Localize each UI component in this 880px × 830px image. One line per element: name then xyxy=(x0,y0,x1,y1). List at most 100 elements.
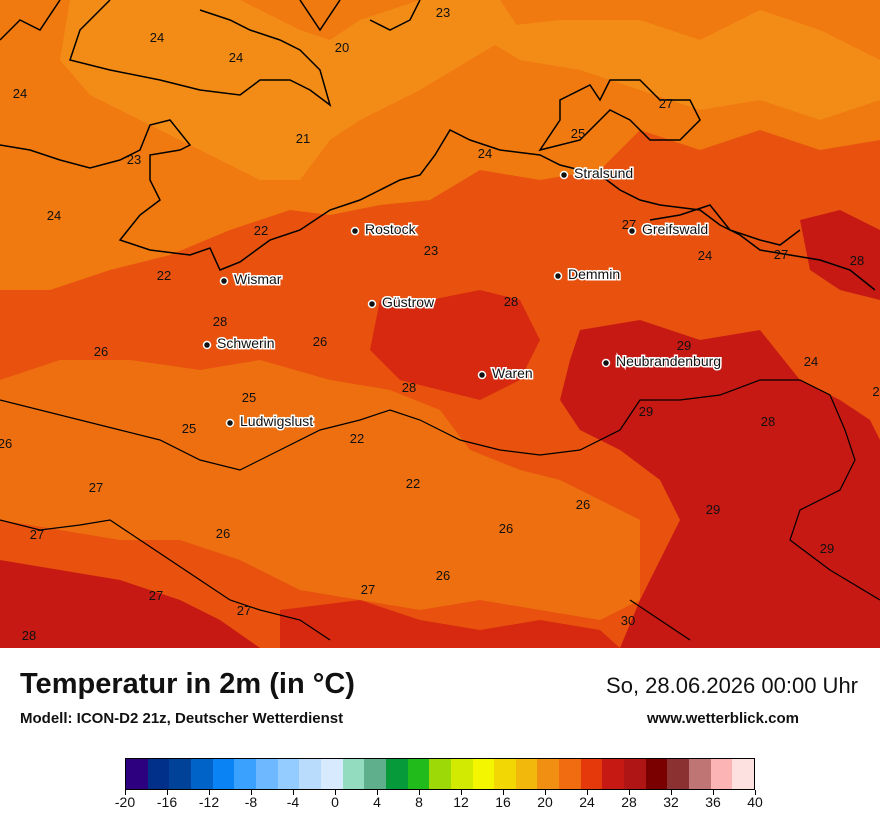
temperature-label: 22 xyxy=(157,268,171,283)
temperature-area-cool-northeast xyxy=(470,10,880,120)
temperature-label: 26 xyxy=(313,334,327,349)
temperature-label: 28 xyxy=(213,314,227,329)
website-url: www.wetterblick.com xyxy=(647,710,799,727)
color-scale-swatch xyxy=(147,759,170,789)
city-dot xyxy=(601,358,611,368)
city-dot xyxy=(225,418,235,428)
color-scale-tick-label: -20 xyxy=(114,794,136,810)
temperature-label: 25 xyxy=(571,126,585,141)
temperature-label: 24 xyxy=(229,50,243,65)
temperature-label: 29 xyxy=(820,541,834,556)
color-scale-tick-mark xyxy=(587,790,588,795)
color-scale-tick-mark xyxy=(713,790,714,795)
temperature-label: 26 xyxy=(436,568,450,583)
color-scale-swatch xyxy=(212,759,235,789)
color-scale-swatch xyxy=(190,759,213,789)
city-markers: Stralsund Rostock Greifswald Wismar Demmin Gü… xyxy=(202,164,723,431)
color-scale-tick-mark xyxy=(545,790,546,795)
color-scale-swatch xyxy=(169,759,191,789)
temperature-map: 23 24 24 20 24 27 25 21 24 23 24 27 22 23 24 27 28 22 28 28… xyxy=(0,0,880,648)
temperature-label: 27 xyxy=(89,480,103,495)
temperature-label: 2 xyxy=(872,384,879,399)
temperature-label: 24 xyxy=(13,86,27,101)
city-label: Rostock xyxy=(365,221,417,237)
color-scale-tick-label: -16 xyxy=(156,794,178,810)
color-scale-tick-mark xyxy=(251,790,252,795)
city-dot xyxy=(627,226,637,236)
color-scale-swatch xyxy=(515,759,538,789)
color-scale-tick-mark xyxy=(419,790,420,795)
color-scale-swatch xyxy=(645,759,668,789)
temperature-label: 27 xyxy=(30,527,44,542)
temperature-label: 26 xyxy=(0,436,12,451)
temperature-label: 27 xyxy=(659,96,673,111)
temperature-area-warm-east xyxy=(560,320,880,648)
temperature-label: 25 xyxy=(242,390,256,405)
temperature-label: 27 xyxy=(149,588,163,603)
color-scale-swatch xyxy=(710,759,733,789)
city-label: Güstrow xyxy=(382,294,435,310)
temperature-label: 24 xyxy=(150,30,164,45)
city-label: Ludwigslust xyxy=(240,413,313,429)
color-scale-swatch xyxy=(472,759,495,789)
city-label: Stralsund xyxy=(574,165,633,181)
color-scale-tick-label: 40 xyxy=(747,794,763,810)
temperature-label: 21 xyxy=(296,131,310,146)
color-scale-tick-label: -12 xyxy=(198,794,220,810)
temperature-labels: 23 24 24 20 24 27 25 21 24 23 24 27 22 23 24 27 28 22 28 28… xyxy=(0,5,880,643)
temperature-label: 22 xyxy=(406,476,420,491)
color-scale-swatch xyxy=(689,759,711,789)
temperature-label: 29 xyxy=(706,502,720,517)
color-scale-tick-label: 12 xyxy=(453,794,469,810)
color-scale-tick-label: 32 xyxy=(663,794,679,810)
city-dot xyxy=(559,170,569,180)
color-scale-tick-mark xyxy=(167,790,168,795)
color-scale-swatch xyxy=(732,759,755,789)
temperature-label: 26 xyxy=(499,521,513,536)
color-scale-swatch xyxy=(126,759,148,789)
color-scale-tick-label: 24 xyxy=(579,794,595,810)
temperature-label: 28 xyxy=(504,294,518,309)
temperature-label: 28 xyxy=(850,253,864,268)
temperature-area-warm-center xyxy=(370,290,540,400)
color-scale-swatch xyxy=(320,759,343,789)
temperature-label: 23 xyxy=(424,243,438,258)
temperature-label: 20 xyxy=(335,40,349,55)
temperature-area-inland-mild xyxy=(0,360,640,620)
temperature-area-cool-north xyxy=(60,0,520,180)
city-dot xyxy=(202,340,212,350)
temperature-label: 28 xyxy=(761,414,775,429)
color-scale-swatch xyxy=(429,759,451,789)
color-scale-swatch xyxy=(624,759,646,789)
color-scale-swatch xyxy=(342,759,365,789)
city-dot xyxy=(553,271,563,281)
temperature-label: 22 xyxy=(254,223,268,238)
city-label: Greifswald xyxy=(642,221,708,237)
color-scale-tick-mark xyxy=(377,790,378,795)
color-scale xyxy=(125,758,755,790)
temperature-label: 25 xyxy=(182,421,196,436)
color-scale-swatch xyxy=(385,759,408,789)
city-label: Demmin xyxy=(568,266,620,282)
color-scale-tick-label: 0 xyxy=(331,794,339,810)
color-scale-swatch xyxy=(602,759,625,789)
color-scale-tick-label: -8 xyxy=(244,794,258,810)
map-footer: Temperatur in 2m (in °C) Modell: ICON-D2… xyxy=(0,648,880,830)
color-scale-swatch xyxy=(255,759,278,789)
temperature-label: 27 xyxy=(361,582,375,597)
city-dot xyxy=(219,276,229,286)
city-label: Neubrandenburg xyxy=(616,353,721,369)
model-source: Modell: ICON-D2 21z, Deutscher Wetterdie… xyxy=(20,710,344,727)
temperature-label: 22 xyxy=(350,431,364,446)
color-scale-swatch xyxy=(537,759,560,789)
temperature-area-warm-southwest xyxy=(0,560,260,648)
color-scale-swatch xyxy=(407,759,430,789)
color-scale-swatch xyxy=(234,759,256,789)
color-scale-swatch xyxy=(299,759,321,789)
color-scale-tick-mark xyxy=(335,790,336,795)
coastlines xyxy=(0,0,876,291)
color-scale-tick-label: 28 xyxy=(621,794,637,810)
city-dot xyxy=(367,299,377,309)
temperature-label: 23 xyxy=(436,5,450,20)
temperature-label: 24 xyxy=(478,146,492,161)
